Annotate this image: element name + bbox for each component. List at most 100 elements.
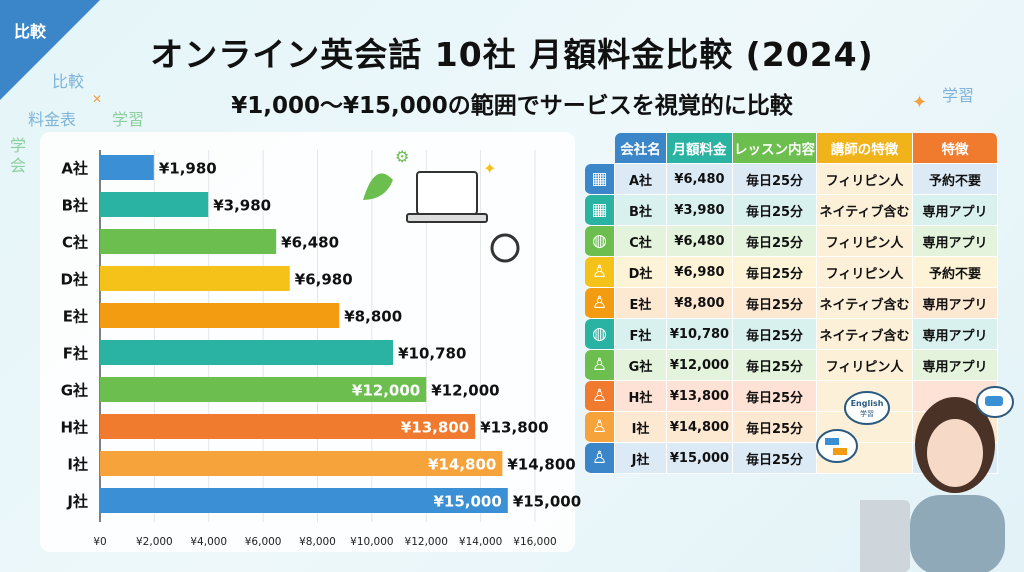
chat-icon xyxy=(976,386,1014,418)
headset-icon xyxy=(490,233,520,263)
table-cell: ¥6,980 xyxy=(667,257,733,288)
table-cell: 専用アプリ xyxy=(913,195,998,226)
deco-word: 料金表 xyxy=(28,110,77,129)
bar xyxy=(100,229,277,254)
person-icon: ♙ xyxy=(585,381,615,412)
table-row: ▦ B社 ¥3,980 毎日25分 ネイティブ含む 専用アプリ xyxy=(585,195,998,226)
table-cell: ネイティブ含む xyxy=(817,195,913,226)
x-tick-label: ¥16,000 xyxy=(513,536,556,548)
table-cell: 毎日25分 xyxy=(733,226,817,257)
table-cell: F社 xyxy=(615,319,667,350)
x-tick-label: ¥4,000 xyxy=(190,536,227,548)
x-tick-label: ¥12,000 xyxy=(405,536,448,548)
deco-word: 学会 xyxy=(10,136,27,175)
category-label: J社 xyxy=(66,493,88,511)
corner-ribbon xyxy=(0,0,100,100)
table-cell: 毎日25分 xyxy=(733,350,817,381)
illustration-laptop: ✦ ⚙ xyxy=(363,150,520,263)
x-tick-label: ¥0 xyxy=(93,536,106,548)
gear-icon: ⚙ xyxy=(395,150,409,166)
table-cell: 専用アプリ xyxy=(913,288,998,319)
table-cell: フィリピン人 xyxy=(817,164,913,195)
table-cell: フィリピン人 xyxy=(817,350,913,381)
bar-value-label: ¥15,000 xyxy=(513,493,581,511)
bar-inner-label: ¥15,000 xyxy=(433,493,501,511)
category-label: A社 xyxy=(61,160,88,178)
table-cell: 専用アプリ xyxy=(913,350,998,381)
bar xyxy=(100,340,394,365)
table-cell: A社 xyxy=(615,164,667,195)
laptop-icon xyxy=(416,171,478,215)
table-row: ▦ A社 ¥6,480 毎日25分 フィリピン人 予約不要 xyxy=(585,164,998,195)
category-label: E社 xyxy=(63,308,88,326)
table-cell: フィリピン人 xyxy=(817,226,913,257)
table-cell: I社 xyxy=(615,412,667,443)
table-cell: E社 xyxy=(615,288,667,319)
table-cell: ¥6,480 xyxy=(667,164,733,195)
person-icon: ♙ xyxy=(585,412,615,443)
table-cell: ¥10,780 xyxy=(667,319,733,350)
category-label: B社 xyxy=(62,197,88,215)
table-cell: 毎日25分 xyxy=(733,319,817,350)
bar-value-label: ¥6,480 xyxy=(281,234,339,252)
table-cell: H社 xyxy=(615,381,667,412)
person-icon: ♙ xyxy=(585,350,615,381)
bar xyxy=(100,451,503,476)
person-icon: ♙ xyxy=(585,443,615,474)
table-cell: C社 xyxy=(615,226,667,257)
calendar-icon: ▦ xyxy=(585,195,615,226)
bar xyxy=(100,414,476,439)
x-tick-label: ¥6,000 xyxy=(245,536,282,548)
table-cell: 毎日25分 xyxy=(733,381,817,412)
x-tick-label: ¥8,000 xyxy=(299,536,336,548)
table-cell: D社 xyxy=(615,257,667,288)
cross-icon: ✕ xyxy=(92,92,103,106)
table-cell: フィリピン人 xyxy=(817,257,913,288)
bar-value-label: ¥12,000 xyxy=(431,382,499,400)
corner-label: 比較 xyxy=(14,22,47,41)
deco-word: 比較 xyxy=(52,72,85,91)
bar xyxy=(100,192,209,217)
deco-word: 学習 xyxy=(112,110,145,129)
bar-inner-label: ¥12,000 xyxy=(352,382,420,400)
x-tick-label: ¥10,000 xyxy=(350,536,393,548)
bar-value-label: ¥13,800 xyxy=(480,419,548,437)
table-cell: 専用アプリ xyxy=(913,226,998,257)
leaf-icon xyxy=(363,173,393,200)
category-label: G社 xyxy=(61,382,88,400)
column-header: 会社名 xyxy=(615,133,667,164)
table-row: ◍ F社 ¥10,780 毎日25分 ネイティブ含む 専用アプリ xyxy=(585,319,998,350)
table-cell: G社 xyxy=(615,350,667,381)
category-label: D社 xyxy=(61,271,88,289)
x-tick-label: ¥2,000 xyxy=(136,536,173,548)
person-icon: ♙ xyxy=(585,257,615,288)
bar-value-label: ¥14,800 xyxy=(507,456,575,474)
bar xyxy=(100,377,427,402)
bar-inner-label: ¥14,800 xyxy=(428,456,496,474)
chat-icon xyxy=(816,429,858,463)
bubble-text: English xyxy=(851,399,884,408)
speech-bubble: English 学習 xyxy=(844,391,890,425)
x-tick-label: ¥14,000 xyxy=(459,536,502,548)
category-label: I社 xyxy=(67,456,88,474)
globe-icon: ◍ xyxy=(585,319,615,350)
bar xyxy=(100,155,154,180)
table-cell: ¥15,000 xyxy=(667,443,733,474)
page-title: オンライン英会話 10社 月額料金比較 (2024) xyxy=(150,35,874,74)
table-row: ♙ G社 ¥12,000 毎日25分 フィリピン人 専用アプリ xyxy=(585,350,998,381)
table-cell: ¥14,800 xyxy=(667,412,733,443)
table-row: ♙ D社 ¥6,980 毎日25分 フィリピン人 予約不要 xyxy=(585,257,998,288)
sparkle-icon: ✦ xyxy=(912,92,928,113)
category-label: C社 xyxy=(62,234,88,252)
table-cell: 毎日25分 xyxy=(733,195,817,226)
table-row: ♙ E社 ¥8,800 毎日25分 ネイティブ含む 専用アプリ xyxy=(585,288,998,319)
category-label: F社 xyxy=(63,345,88,363)
sparkle-icon: ✦ xyxy=(483,159,496,178)
bar-value-label: ¥10,780 xyxy=(398,345,466,363)
table-cell: 毎日25分 xyxy=(733,412,817,443)
table-cell: ネイティブ含む xyxy=(817,319,913,350)
column-header: レッスン内容 xyxy=(733,133,817,164)
bar-value-label: ¥6,980 xyxy=(295,271,353,289)
header-spacer xyxy=(585,133,615,164)
